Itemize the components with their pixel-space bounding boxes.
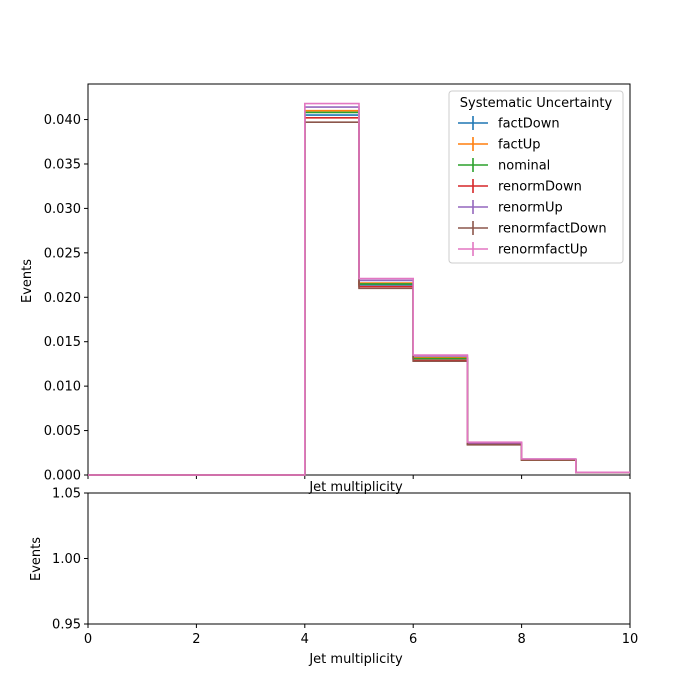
main-y-tick-label: 0.035 <box>44 157 81 172</box>
legend-label-factDown: factDown <box>498 117 560 132</box>
main-y-tick-label: 0.020 <box>44 291 81 306</box>
legend-items: factDown factUp nominal renormDown renormUp r… <box>458 116 607 258</box>
legend-label-renormDown: renormDown <box>498 180 582 195</box>
legend-title: Systematic Uncertainty <box>460 96 613 111</box>
ratio-y-ticks: 0.95 1.00 1.05 <box>52 487 88 633</box>
series-renormfactUp-step <box>88 102 630 476</box>
legend-label-renormfactUp: renormfactUp <box>498 243 588 258</box>
main-y-tick-label: 0.030 <box>44 202 81 217</box>
ratio-plot-frame <box>87 492 631 625</box>
main-y-tick-label: 0.010 <box>44 380 81 395</box>
main-y-axis-label: Events <box>20 259 35 303</box>
ratio-x-tick-label: 10 <box>622 632 639 647</box>
main-plot-panel: 0.000 0.005 0.010 0.015 0.020 0.025 0.030 0.035… <box>20 83 631 495</box>
legend-box <box>448 90 624 264</box>
main-series-group <box>88 102 630 476</box>
main-plot-frame <box>87 83 631 476</box>
ratio-x-tick-label: 6 <box>409 632 417 647</box>
ratio-y-tick-label: 1.05 <box>52 487 81 502</box>
main-y-tick-label: 0.005 <box>44 424 81 439</box>
ratio-x-tick-label: 2 <box>192 632 200 647</box>
ratio-x-tick-label: 4 <box>301 632 309 647</box>
main-y-tick-label: 0.015 <box>44 335 81 350</box>
ratio-plot-panel: 0.95 1.00 1.05 0 2 4 6 8 10 Jet multiplicity Ev… <box>29 487 638 668</box>
main-x-axis-label: Jet multiplicity <box>308 480 403 495</box>
ratio-x-ticks: 0 2 4 6 8 10 <box>84 624 638 647</box>
ratio-y-tick-label: 1.00 <box>52 552 81 567</box>
main-y-tick-label: 0.040 <box>44 113 81 128</box>
ratio-x-tick-label: 0 <box>84 632 92 647</box>
ratio-y-tick-label: 0.95 <box>52 618 81 633</box>
main-y-tick-label: 0.025 <box>44 246 81 261</box>
ratio-x-axis-label: Jet multiplicity <box>308 652 403 667</box>
main-y-ticks: 0.000 0.005 0.010 0.015 0.020 0.025 0.030 0.035… <box>44 113 88 484</box>
legend-label-nominal: nominal <box>498 159 550 174</box>
legend-label-renormUp: renormUp <box>498 201 563 216</box>
main-y-tick-label: 0.000 <box>44 469 81 484</box>
ratio-y-axis-label: Events <box>29 537 44 581</box>
legend: Systematic Uncertainty factDown factUp nom… <box>448 90 624 264</box>
legend-label-factUp: factUp <box>498 138 541 153</box>
legend-label-renormfactDown: renormfactDown <box>498 222 607 237</box>
ratio-x-tick-label: 8 <box>517 632 525 647</box>
